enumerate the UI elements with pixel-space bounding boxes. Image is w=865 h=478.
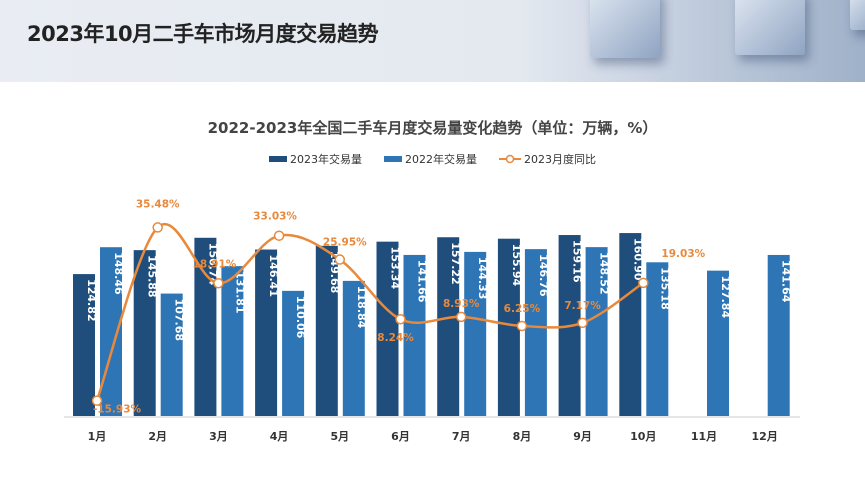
- yoy-point: [577, 317, 588, 329]
- bar-data-label: 145.88: [146, 255, 159, 297]
- yoy-data-label: 6.25%: [504, 303, 541, 315]
- x-tick-label: 1月: [88, 430, 107, 443]
- x-tick-label: 3月: [209, 430, 228, 443]
- decorative-cube: [590, 0, 660, 58]
- x-tick-label: 9月: [573, 430, 592, 443]
- yoy-data-label: -15.93%: [93, 404, 142, 416]
- bar-data-label: 159.16: [571, 240, 584, 283]
- bar-2022: [464, 251, 487, 416]
- bar-data-label: 141.64: [780, 260, 793, 303]
- yoy-data-label: 19.03%: [661, 248, 705, 260]
- yoy-data-label: 35.48%: [136, 198, 180, 210]
- yoy-point: [273, 230, 285, 241]
- bar-2023: [255, 249, 278, 416]
- x-tick-label: 12月: [752, 430, 778, 443]
- bar-2023: [133, 250, 156, 416]
- yoy-point: [213, 278, 224, 289]
- legend-item-yoy: 2023月度同比: [499, 151, 596, 167]
- x-tick-label: 11月: [691, 430, 717, 443]
- legend-label: 2023月度同比: [524, 153, 596, 166]
- bar-data-label: 146.76: [537, 254, 550, 297]
- x-tick-label: 5月: [330, 430, 349, 443]
- bar-2022: [646, 262, 669, 416]
- yoy-point: [455, 311, 467, 323]
- legend-label: 2022年交易量: [405, 153, 477, 166]
- bar-data-label: 146.41: [267, 255, 280, 297]
- bar-2023: [194, 237, 217, 416]
- bar-data-label: 131.81: [233, 271, 246, 313]
- bar-data-label: 155.94: [510, 244, 523, 287]
- bar-data-label: 148.52: [598, 252, 611, 294]
- bar-2022: [585, 247, 608, 416]
- bar-data-label: 107.68: [173, 299, 186, 341]
- bar-data-label: 124.82: [85, 279, 98, 321]
- yoy-point: [638, 277, 649, 289]
- x-tick-label: 7月: [452, 430, 471, 443]
- bar-2022: [282, 290, 305, 416]
- bar-data-label: 153.34: [389, 247, 402, 290]
- bar-data-label: 135.18: [658, 267, 671, 309]
- decorative-cube: [735, 0, 805, 55]
- bar-data-label: 160.90: [631, 238, 644, 281]
- bar-2022: [160, 293, 183, 416]
- bar-data-label: 148.46: [112, 252, 125, 295]
- yoy-point: [395, 313, 406, 325]
- yoy-point: [334, 254, 346, 265]
- yoy-data-label: 8.93%: [443, 298, 480, 310]
- bar-2023: [437, 237, 460, 416]
- bar-2023: [619, 233, 642, 416]
- legend-label: 2023年交易量: [290, 153, 362, 166]
- bar-data-label: 141.66: [416, 260, 429, 303]
- yoy-data-label: 18.91%: [193, 258, 237, 270]
- legend-swatch: [269, 156, 287, 162]
- x-tick-label: 4月: [270, 430, 289, 443]
- bar-2022: [707, 270, 729, 416]
- yoy-point: [516, 320, 528, 332]
- bar-2023: [376, 241, 399, 416]
- bar-data-label: 156.74: [206, 243, 219, 286]
- bar-data-label: 110.06: [294, 296, 307, 339]
- decorative-cube: [850, 0, 865, 30]
- bar-data-label: 127.84: [719, 276, 732, 319]
- yoy-data-label: 33.03%: [253, 211, 297, 223]
- bar-data-label: 157.22: [449, 242, 462, 284]
- x-tick-label: 8月: [513, 430, 532, 443]
- yoy-data-label: 25.95%: [323, 237, 367, 249]
- yoy-point: [91, 395, 103, 406]
- yoy-data-label: 8.24%: [377, 332, 414, 344]
- yoy-point: [152, 222, 163, 233]
- page-title: 2023年10月二手车市场月度交易趋势: [27, 22, 379, 46]
- bar-data-label: 144.33: [476, 257, 489, 299]
- bar-2022: [403, 254, 426, 416]
- legend: 2023年交易量 2022年交易量 2023月度同比: [0, 151, 865, 167]
- yoy-data-label: 7.17%: [564, 300, 601, 312]
- bar-2023: [73, 274, 95, 416]
- x-tick-label: 2月: [148, 430, 167, 443]
- bar-2022: [342, 280, 365, 416]
- legend-line-marker-icon: [499, 154, 521, 164]
- legend-swatch: [384, 156, 402, 162]
- bar-2023: [497, 238, 520, 416]
- chart-title: 2022-2023年全国二手车月度交易量变化趋势（单位：万辆，%）: [207, 119, 658, 137]
- bar-2022: [767, 254, 790, 416]
- x-tick-label: 6月: [391, 430, 410, 443]
- x-tick-label: 10月: [630, 430, 656, 443]
- legend-item-2022: 2022年交易量: [384, 151, 477, 167]
- bar-2022: [221, 266, 244, 416]
- bar-2022: [524, 249, 547, 416]
- bar-2023: [315, 245, 338, 416]
- bar-data-label: 118.84: [355, 286, 368, 329]
- legend-item-2023: 2023年交易量: [269, 151, 362, 167]
- header-banner: 2023年10月二手车市场月度交易趋势: [0, 0, 865, 82]
